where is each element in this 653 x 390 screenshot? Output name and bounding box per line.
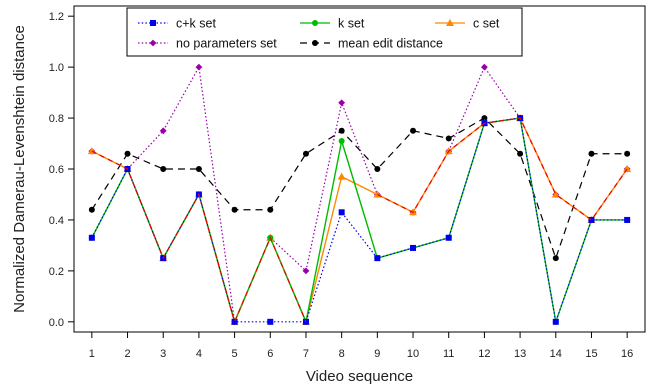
series-line-c-k-set <box>91 117 628 323</box>
series-line-k-set <box>91 117 628 323</box>
legend-item-k-set: k set <box>300 17 365 31</box>
x-tick-label: 5 <box>232 348 238 360</box>
legend-item-mean-edit-distance: mean edit distance <box>300 37 443 51</box>
y-axis-title: Normalized Damerau-Levenshtein distance <box>11 25 28 313</box>
data-point-mean-edit-distance <box>124 150 131 157</box>
data-point-k-set <box>338 137 345 144</box>
data-point-mean-edit-distance <box>552 255 559 262</box>
legend-label: k set <box>338 17 365 31</box>
data-point-c-set <box>623 165 632 172</box>
y-tick-label: 0.6 <box>49 164 64 176</box>
y-tick-label: 0.8 <box>49 113 64 125</box>
series-k-set <box>88 115 631 325</box>
data-point-mean-edit-distance <box>481 115 488 122</box>
x-tick-label: 10 <box>407 348 419 360</box>
axes: 0.00.20.40.60.81.01.21 2 3 4 5 6 7 8 9 10 11 12 13 14… <box>49 5 646 360</box>
data-point-mean-edit-distance <box>88 206 95 213</box>
data-point-no-parameters-set <box>159 127 167 135</box>
data-point-mean-edit-distance <box>624 150 631 157</box>
data-point-c-k-set <box>410 244 417 251</box>
legend-item-c-k-set: c+k set <box>138 17 216 31</box>
data-point-mean-edit-distance <box>302 150 309 157</box>
x-tick-label: 14 <box>550 348 562 360</box>
data-point-no-parameters-set <box>302 267 310 275</box>
x-axis-title: Video sequence <box>306 368 413 385</box>
series-c-k-set <box>88 115 631 325</box>
legend-item-c-set: c set <box>435 17 500 31</box>
x-tick-label: 15 <box>585 348 597 360</box>
data-point-c-k-set <box>445 234 452 241</box>
legend-item-no-parameters-set: no parameters set <box>138 37 277 51</box>
legend-swatch-marker <box>312 40 318 46</box>
data-point-mean-edit-distance <box>445 135 452 142</box>
y-tick-label: 0.0 <box>49 317 64 329</box>
x-tick-label: 11 <box>443 348 454 360</box>
x-tick-label: 6 <box>267 348 273 360</box>
y-tick-label: 0.4 <box>49 215 64 227</box>
series-line-no-parameters-set <box>91 66 628 323</box>
x-tick-label: 2 <box>124 348 130 360</box>
x-tick-label: 1 <box>89 348 95 360</box>
legend-label: no parameters set <box>176 37 277 51</box>
data-point-c-k-set <box>552 318 559 325</box>
y-tick-label: 1.2 <box>49 11 64 23</box>
data-point-mean-edit-distance <box>374 166 381 172</box>
data-point-mean-edit-distance <box>410 127 417 134</box>
data-point-c-k-set <box>588 216 595 223</box>
data-point-c-k-set <box>231 318 238 325</box>
data-point-mean-edit-distance <box>160 166 167 172</box>
data-point-mean-edit-distance <box>231 206 238 213</box>
series-mean-edit-distance <box>88 115 631 262</box>
data-point-c-k-set <box>624 216 631 223</box>
series-layer <box>87 63 632 326</box>
overlay-line <box>91 150 307 324</box>
data-point-c-k-set <box>374 255 381 262</box>
data-point-mean-edit-distance <box>588 150 595 157</box>
data-point-no-parameters-set <box>195 63 203 71</box>
data-point-c-k-set <box>338 209 345 216</box>
x-tick-label: 16 <box>621 348 633 360</box>
data-point-c-set <box>551 190 560 198</box>
data-point-mean-edit-distance <box>195 166 202 172</box>
data-point-no-parameters-set <box>481 63 488 71</box>
legend-label: mean edit distance <box>338 37 443 51</box>
x-tick-label: 9 <box>374 348 380 360</box>
legend-label: c+k set <box>176 17 216 31</box>
legend-box <box>126 7 523 57</box>
overlay-line-group <box>91 117 628 324</box>
legend-swatch-marker <box>312 20 318 26</box>
legend-swatch-marker <box>446 19 454 26</box>
series-line-c-set <box>91 117 628 323</box>
legend-swatch-marker <box>150 20 156 26</box>
overlay-line <box>377 117 628 221</box>
legend-swatch-marker <box>149 39 157 47</box>
legend-label: c set <box>473 17 500 31</box>
data-point-no-parameters-set <box>338 99 346 107</box>
y-tick-label: 0.2 <box>49 266 64 278</box>
data-point-mean-edit-distance <box>517 150 524 157</box>
x-tick-label: 13 <box>514 348 526 360</box>
x-tick-label: 12 <box>478 348 490 360</box>
y-tick-label: 1.0 <box>49 62 64 74</box>
x-tick-label: 4 <box>196 348 202 360</box>
legend: c+k set k set c set no parameters set mean e… <box>126 7 523 57</box>
data-point-mean-edit-distance <box>338 127 345 134</box>
series-c-set <box>87 114 632 325</box>
data-point-c-k-set <box>88 234 95 241</box>
data-point-c-k-set <box>267 318 274 325</box>
data-point-mean-edit-distance <box>267 206 274 213</box>
x-tick-label: 3 <box>160 348 166 360</box>
data-point-c-set <box>337 172 346 180</box>
x-tick-label: 8 <box>339 348 345 360</box>
x-tick-label: 7 <box>303 348 309 360</box>
series-line-mean-edit-distance <box>91 117 628 259</box>
